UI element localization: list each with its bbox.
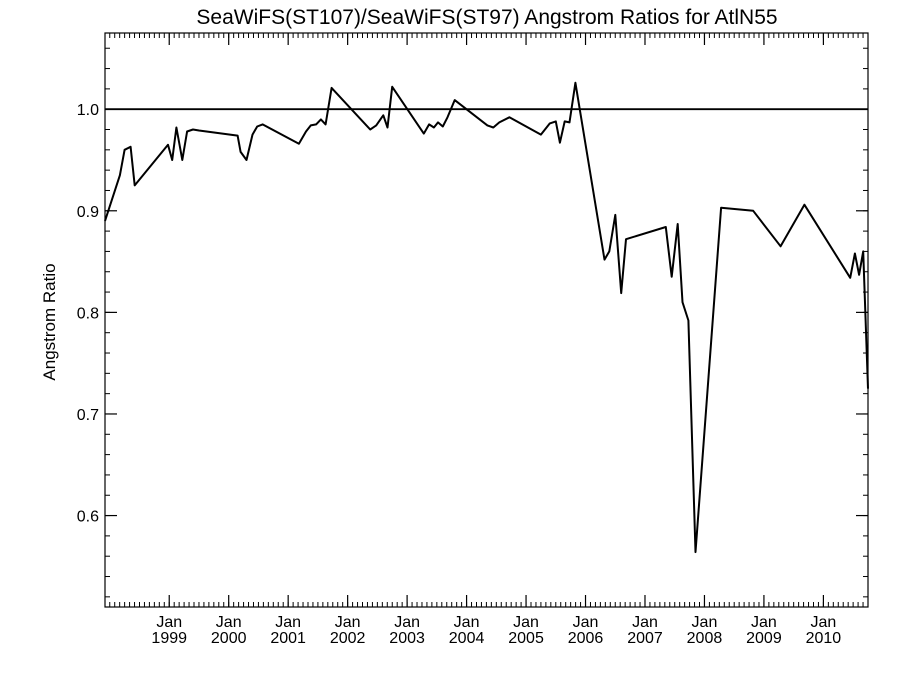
x-tick-month-label: Jan xyxy=(216,614,242,631)
x-tick-month-label: Jan xyxy=(751,614,777,631)
x-tick-year-label: 2003 xyxy=(389,630,425,647)
x-tick-month-label: Jan xyxy=(275,614,301,631)
y-tick-label: 0.7 xyxy=(77,407,99,424)
x-tick-month-label: Jan xyxy=(394,614,420,631)
y-axis-label: Angstrom Ratio xyxy=(40,263,59,380)
x-tick-year-label: 2002 xyxy=(330,630,366,647)
x-tick-year-label: 2007 xyxy=(627,630,663,647)
series-line xyxy=(104,81,869,554)
x-tick-year-label: 2000 xyxy=(211,630,247,647)
x-tick-year-label: 2009 xyxy=(746,630,782,647)
x-axis-ticks: Jan1999Jan2000Jan2001Jan2002Jan2003Jan20… xyxy=(151,33,841,647)
x-tick-month-label: Jan xyxy=(573,614,599,631)
x-tick-month-label: Jan xyxy=(454,614,480,631)
x-tick-month-label: Jan xyxy=(810,614,836,631)
x-tick-month-label: Jan xyxy=(692,614,718,631)
x-tick-year-label: 2006 xyxy=(568,630,604,647)
x-tick-month-label: Jan xyxy=(156,614,182,631)
x-tick-month-label: Jan xyxy=(335,614,361,631)
y-tick-label: 0.6 xyxy=(77,509,99,526)
x-tick-year-label: 2010 xyxy=(806,630,842,647)
x-tick-year-label: 2005 xyxy=(508,630,544,647)
x-tick-month-label: Jan xyxy=(513,614,539,631)
y-axis-ticks: 0.6 0.7 0.8 0.9 1.0 xyxy=(77,102,868,526)
minor-ticks xyxy=(105,33,869,607)
y-tick-label: 1.0 xyxy=(77,102,99,119)
x-tick-month-label: Jan xyxy=(632,614,658,631)
x-tick-year-label: 1999 xyxy=(151,630,187,647)
plot-frame xyxy=(104,32,869,608)
x-tick-year-label: 2001 xyxy=(270,630,306,647)
y-tick-label: 0.8 xyxy=(77,305,99,322)
x-tick-year-label: 2004 xyxy=(449,630,485,647)
x-tick-year-label: 2008 xyxy=(687,630,723,647)
y-tick-label: 0.9 xyxy=(77,204,99,221)
chart-title: SeaWiFS(ST107)/SeaWiFS(ST97) Angstrom Ra… xyxy=(196,6,777,29)
